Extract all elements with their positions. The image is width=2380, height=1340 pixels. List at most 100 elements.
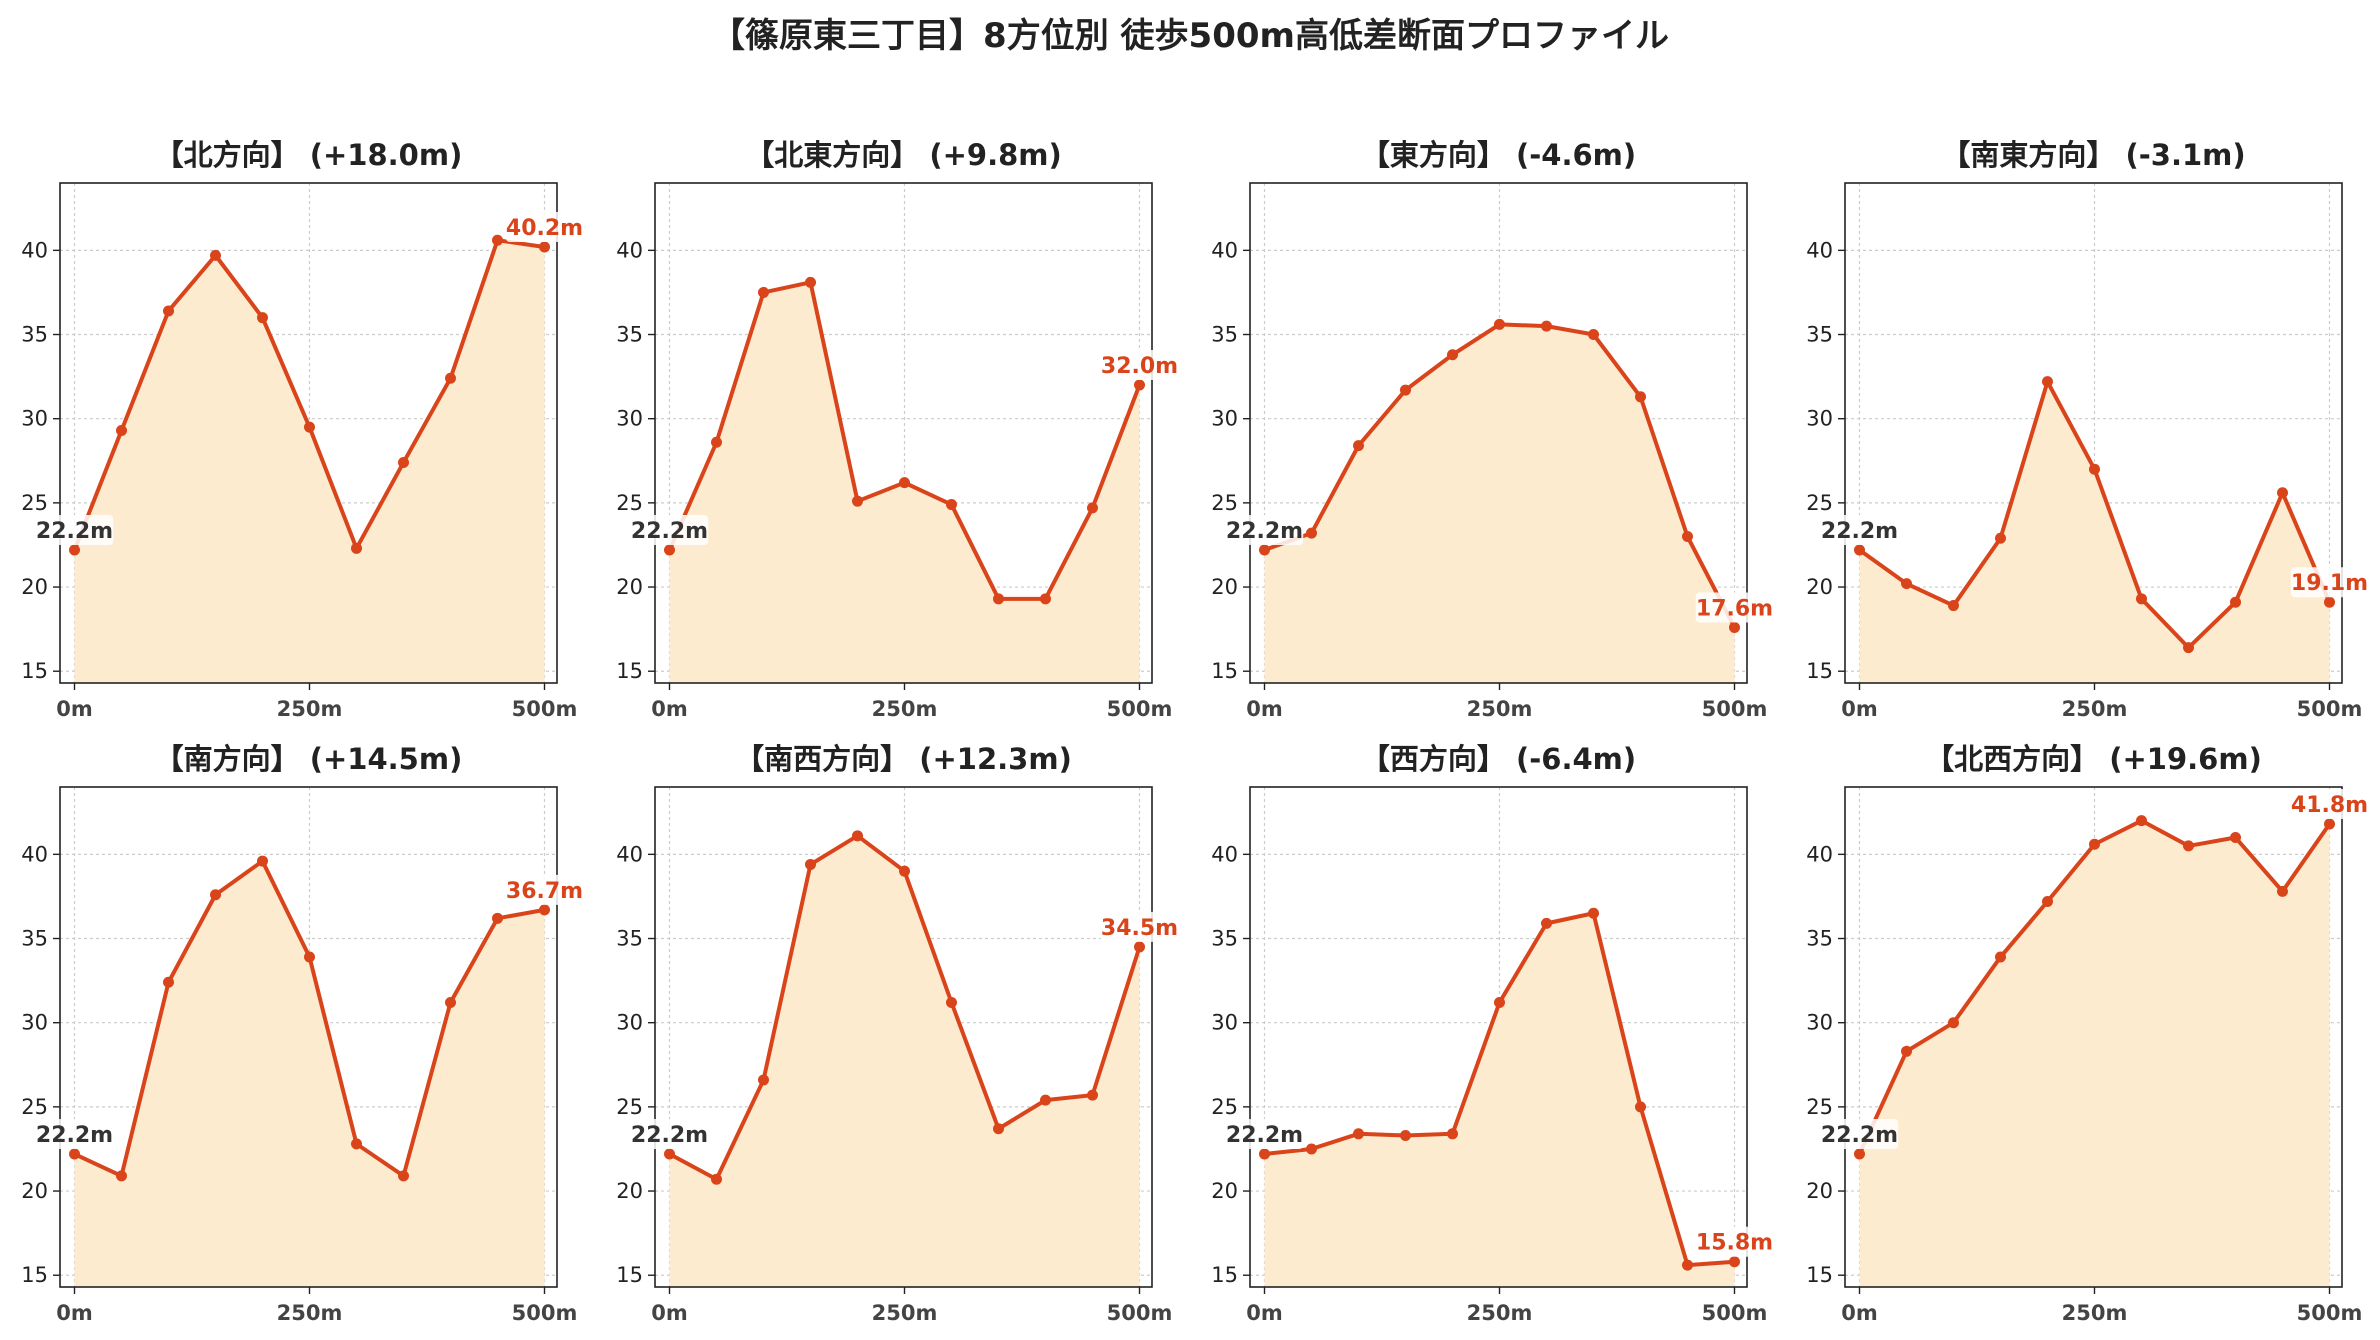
data-point <box>1948 600 1959 612</box>
data-point <box>1259 544 1270 556</box>
x-tick-label: 250m <box>2062 697 2128 721</box>
axes-frame <box>59 182 558 684</box>
data-point <box>116 424 127 436</box>
y-tick-label: 35 <box>616 323 643 347</box>
data-point <box>1682 531 1693 543</box>
data-point <box>1306 527 1317 539</box>
data-point <box>69 544 80 556</box>
x-tick-label: 500m <box>512 697 578 721</box>
data-point <box>257 855 268 867</box>
axes-frame <box>1844 182 2343 684</box>
y-tick-label: 35 <box>21 927 48 951</box>
end-elevation-label: 17.6m <box>1695 592 1774 623</box>
data-point <box>899 477 910 489</box>
x-tick-label: 0m <box>56 1301 93 1325</box>
data-point <box>492 234 503 246</box>
data-point <box>664 1148 675 1160</box>
y-tick-label: 40 <box>1211 842 1238 866</box>
data-point <box>1541 917 1552 929</box>
start-elevation-label: 22.2m <box>35 515 114 546</box>
y-tick-label: 15 <box>616 1263 643 1287</box>
end-elevation-label: 19.1m <box>2290 567 2369 598</box>
data-point <box>445 372 456 384</box>
data-point <box>2136 593 2147 605</box>
y-tick-label: 15 <box>1806 659 1833 683</box>
y-tick-label: 25 <box>616 491 643 515</box>
data-point <box>257 312 268 324</box>
data-point <box>1400 1129 1411 1141</box>
end-elevation-label: 34.5m <box>1100 911 1179 942</box>
y-tick-label: 15 <box>21 1263 48 1287</box>
data-point <box>1588 329 1599 341</box>
y-tick-label: 35 <box>1806 323 1833 347</box>
panel-title: 【南西方向】 (+12.3m) <box>735 742 1072 776</box>
start-elevation-label-text: 22.2m <box>1821 1123 1898 1148</box>
panel-title: 【北東方向】 (+9.8m) <box>745 138 1062 172</box>
x-tick-label: 0m <box>1246 1301 1283 1325</box>
y-tick-label: 25 <box>1211 1095 1238 1119</box>
elevation-area <box>669 835 1140 1287</box>
start-elevation-label-bg <box>35 1119 114 1150</box>
y-tick-label: 20 <box>616 575 643 599</box>
y-tick-label: 30 <box>616 407 643 431</box>
elevation-area <box>74 861 545 1287</box>
start-elevation-label-text: 22.2m <box>36 1123 113 1148</box>
start-elevation-label: 22.2m <box>630 515 709 546</box>
data-point <box>758 1074 769 1086</box>
data-point <box>398 1170 409 1182</box>
start-elevation-label-text: 22.2m <box>1226 519 1303 544</box>
data-point <box>1306 1143 1317 1155</box>
end-elevation-label-text: 15.8m <box>1696 1231 1773 1256</box>
start-elevation-label-bg <box>1820 515 1899 546</box>
data-point <box>711 436 722 448</box>
end-elevation-label-bg <box>1695 1226 1774 1257</box>
start-elevation-label-text: 22.2m <box>36 519 113 544</box>
x-tick-label: 500m <box>2297 697 2363 721</box>
data-point <box>1447 349 1458 361</box>
panel-title: 【南東方向】 (-3.1m) <box>1941 138 2245 172</box>
data-point <box>1854 544 1865 556</box>
data-point <box>304 421 315 433</box>
data-point <box>1040 593 1051 605</box>
start-elevation-label-bg <box>35 515 114 546</box>
axes-frame <box>654 786 1153 1288</box>
start-elevation-label-text: 22.2m <box>631 1123 708 1148</box>
end-elevation-label: 32.0m <box>1100 350 1179 381</box>
data-point <box>711 1173 722 1185</box>
end-elevation-label-text: 32.0m <box>1101 354 1178 379</box>
y-tick-label: 25 <box>21 1095 48 1119</box>
elevation-area <box>1264 913 1735 1287</box>
elevation-area <box>1264 324 1735 683</box>
end-elevation-label-bg <box>2290 567 2369 598</box>
end-elevation-label: 40.2m <box>505 211 584 242</box>
data-point <box>2183 840 2194 852</box>
data-point <box>1447 1128 1458 1140</box>
data-point <box>1682 1259 1693 1271</box>
elevation-area <box>1859 820 2330 1287</box>
y-tick-label: 25 <box>616 1095 643 1119</box>
start-elevation-label-bg <box>630 515 709 546</box>
data-point <box>304 951 315 963</box>
data-point <box>2089 838 2100 850</box>
data-point <box>492 912 503 924</box>
end-elevation-label-text: 17.6m <box>1696 596 1773 621</box>
data-point <box>993 1123 1004 1135</box>
y-tick-label: 15 <box>1806 1263 1833 1287</box>
start-elevation-label: 22.2m <box>1225 515 1304 546</box>
end-elevation-label-bg <box>505 874 584 905</box>
end-elevation-label-text: 41.8m <box>2291 793 2368 818</box>
y-tick-label: 35 <box>1211 323 1238 347</box>
data-point <box>946 499 957 511</box>
data-point <box>2089 463 2100 475</box>
data-point <box>2230 832 2241 844</box>
figure-title: 【篠原東三丁目】8方位別 徒歩500m高低差断面プロファイル <box>711 16 1669 56</box>
end-elevation-label-text: 19.1m <box>2291 571 2368 596</box>
data-point <box>539 241 550 253</box>
chart-panel: 【南東方向】 (-3.1m) 15 20 25 30 35 40 0m 250m 500m 22.2… <box>1806 138 2369 721</box>
data-point <box>539 904 550 916</box>
data-point <box>805 858 816 870</box>
y-tick-label: 35 <box>21 323 48 347</box>
data-point <box>351 1138 362 1150</box>
y-tick-label: 40 <box>616 842 643 866</box>
x-tick-label: 0m <box>651 697 688 721</box>
